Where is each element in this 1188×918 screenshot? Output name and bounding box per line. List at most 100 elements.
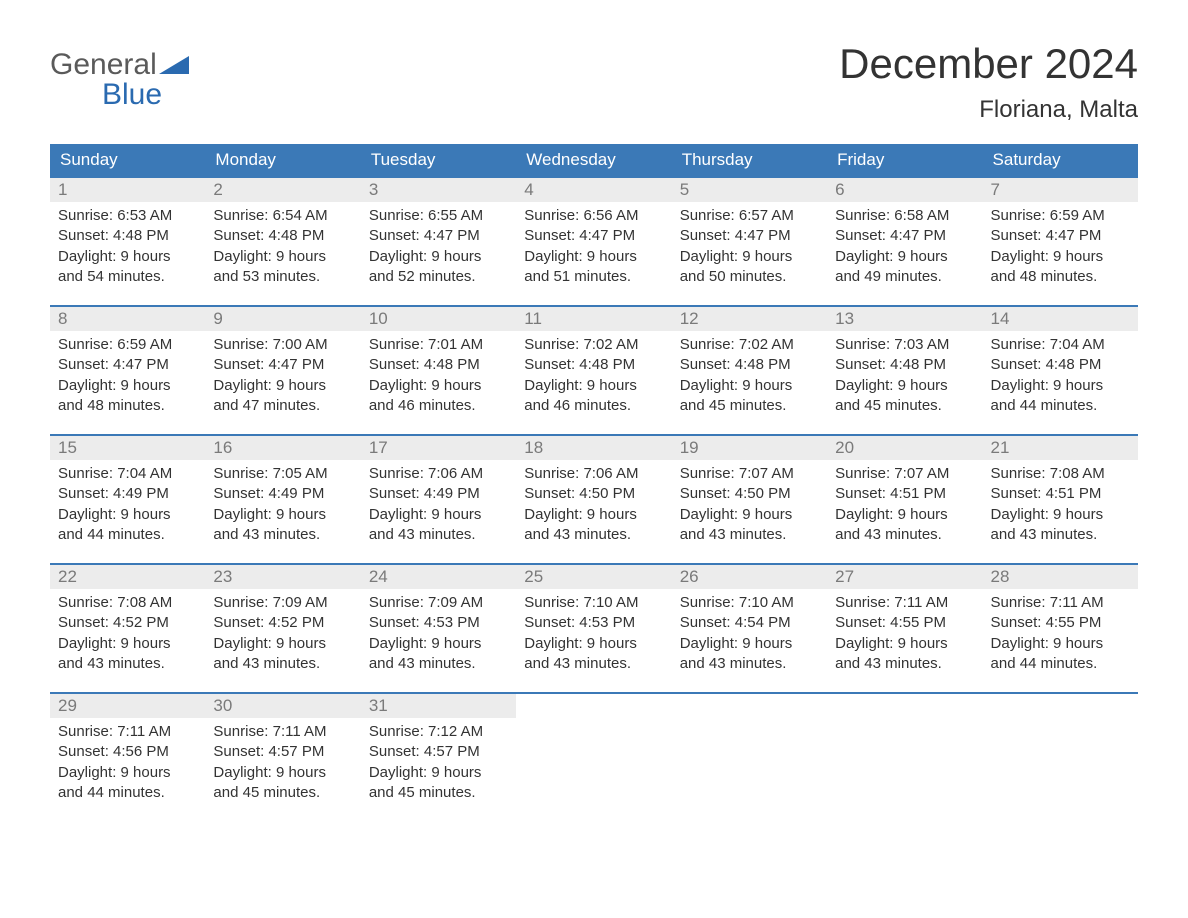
sunrise-line: Sunrise: 7:07 AM (680, 464, 819, 484)
day-content: Sunrise: 7:01 AMSunset: 4:48 PMDaylight:… (361, 331, 516, 420)
day-content: Sunrise: 7:11 AMSunset: 4:57 PMDaylight:… (205, 718, 360, 807)
weekday-header: Wednesday (516, 144, 671, 176)
sunrise-line: Sunrise: 7:10 AM (524, 593, 663, 613)
weekday-header-row: SundayMondayTuesdayWednesdayThursdayFrid… (50, 144, 1138, 176)
sunset-line: Sunset: 4:48 PM (680, 355, 819, 375)
day-content: Sunrise: 7:05 AMSunset: 4:49 PMDaylight:… (205, 460, 360, 549)
daylight-line-1: Daylight: 9 hours (213, 376, 352, 396)
daylight-line-1: Daylight: 9 hours (369, 505, 508, 525)
day-cell: 14Sunrise: 7:04 AMSunset: 4:48 PMDayligh… (983, 307, 1138, 420)
empty-day-cell (983, 694, 1138, 807)
day-content: Sunrise: 7:11 AMSunset: 4:55 PMDaylight:… (983, 589, 1138, 678)
day-content: Sunrise: 7:11 AMSunset: 4:55 PMDaylight:… (827, 589, 982, 678)
logo-word-general: General (50, 50, 157, 80)
sunset-line: Sunset: 4:48 PM (524, 355, 663, 375)
daylight-line-1: Daylight: 9 hours (524, 247, 663, 267)
daylight-line-2: and 44 minutes. (991, 654, 1130, 674)
week-row: 15Sunrise: 7:04 AMSunset: 4:49 PMDayligh… (50, 434, 1138, 549)
sunrise-line: Sunrise: 7:00 AM (213, 335, 352, 355)
daylight-line-1: Daylight: 9 hours (991, 247, 1130, 267)
day-cell: 6Sunrise: 6:58 AMSunset: 4:47 PMDaylight… (827, 178, 982, 291)
day-number: 7 (983, 178, 1138, 202)
page-title: December 2024 (839, 40, 1138, 88)
daylight-line-1: Daylight: 9 hours (58, 634, 197, 654)
sunset-line: Sunset: 4:47 PM (680, 226, 819, 246)
sunrise-line: Sunrise: 6:59 AM (58, 335, 197, 355)
logo-triangle-icon (159, 50, 189, 80)
daylight-line-1: Daylight: 9 hours (213, 247, 352, 267)
sunrise-line: Sunrise: 6:57 AM (680, 206, 819, 226)
sunset-line: Sunset: 4:50 PM (680, 484, 819, 504)
sunset-line: Sunset: 4:47 PM (524, 226, 663, 246)
day-content: Sunrise: 6:54 AMSunset: 4:48 PMDaylight:… (205, 202, 360, 291)
day-content: Sunrise: 7:06 AMSunset: 4:49 PMDaylight:… (361, 460, 516, 549)
day-content: Sunrise: 6:56 AMSunset: 4:47 PMDaylight:… (516, 202, 671, 291)
day-content: Sunrise: 7:10 AMSunset: 4:53 PMDaylight:… (516, 589, 671, 678)
day-number: 16 (205, 436, 360, 460)
daylight-line-2: and 46 minutes. (524, 396, 663, 416)
day-cell: 10Sunrise: 7:01 AMSunset: 4:48 PMDayligh… (361, 307, 516, 420)
day-content: Sunrise: 7:10 AMSunset: 4:54 PMDaylight:… (672, 589, 827, 678)
daylight-line-2: and 46 minutes. (369, 396, 508, 416)
weekday-header: Tuesday (361, 144, 516, 176)
sunrise-line: Sunrise: 7:10 AM (680, 593, 819, 613)
day-cell: 20Sunrise: 7:07 AMSunset: 4:51 PMDayligh… (827, 436, 982, 549)
logo: General Blue (50, 50, 189, 110)
day-number: 24 (361, 565, 516, 589)
daylight-line-2: and 45 minutes. (213, 783, 352, 803)
day-content: Sunrise: 7:06 AMSunset: 4:50 PMDaylight:… (516, 460, 671, 549)
week-row: 8Sunrise: 6:59 AMSunset: 4:47 PMDaylight… (50, 305, 1138, 420)
sunset-line: Sunset: 4:51 PM (991, 484, 1130, 504)
header: General Blue December 2024 Floriana, Mal… (50, 40, 1138, 124)
day-cell: 25Sunrise: 7:10 AMSunset: 4:53 PMDayligh… (516, 565, 671, 678)
day-cell: 28Sunrise: 7:11 AMSunset: 4:55 PMDayligh… (983, 565, 1138, 678)
sunset-line: Sunset: 4:56 PM (58, 742, 197, 762)
sunrise-line: Sunrise: 7:06 AM (369, 464, 508, 484)
daylight-line-2: and 44 minutes. (58, 525, 197, 545)
day-cell: 23Sunrise: 7:09 AMSunset: 4:52 PMDayligh… (205, 565, 360, 678)
sunrise-line: Sunrise: 7:02 AM (680, 335, 819, 355)
day-content: Sunrise: 6:53 AMSunset: 4:48 PMDaylight:… (50, 202, 205, 291)
sunset-line: Sunset: 4:54 PM (680, 613, 819, 633)
daylight-line-2: and 43 minutes. (213, 525, 352, 545)
sunset-line: Sunset: 4:53 PM (369, 613, 508, 633)
day-content: Sunrise: 7:07 AMSunset: 4:51 PMDaylight:… (827, 460, 982, 549)
day-number: 26 (672, 565, 827, 589)
day-content: Sunrise: 7:11 AMSunset: 4:56 PMDaylight:… (50, 718, 205, 807)
daylight-line-2: and 43 minutes. (680, 654, 819, 674)
daylight-line-1: Daylight: 9 hours (991, 505, 1130, 525)
day-cell: 3Sunrise: 6:55 AMSunset: 4:47 PMDaylight… (361, 178, 516, 291)
day-number: 30 (205, 694, 360, 718)
sunrise-line: Sunrise: 6:54 AM (213, 206, 352, 226)
daylight-line-2: and 50 minutes. (680, 267, 819, 287)
sunset-line: Sunset: 4:51 PM (835, 484, 974, 504)
day-cell: 2Sunrise: 6:54 AMSunset: 4:48 PMDaylight… (205, 178, 360, 291)
sunset-line: Sunset: 4:48 PM (991, 355, 1130, 375)
week-row: 1Sunrise: 6:53 AMSunset: 4:48 PMDaylight… (50, 176, 1138, 291)
day-number: 13 (827, 307, 982, 331)
day-cell: 15Sunrise: 7:04 AMSunset: 4:49 PMDayligh… (50, 436, 205, 549)
day-cell: 13Sunrise: 7:03 AMSunset: 4:48 PMDayligh… (827, 307, 982, 420)
page-subtitle: Floriana, Malta (839, 96, 1138, 124)
day-number: 25 (516, 565, 671, 589)
sunset-line: Sunset: 4:53 PM (524, 613, 663, 633)
day-number: 27 (827, 565, 982, 589)
day-number: 19 (672, 436, 827, 460)
daylight-line-2: and 48 minutes. (58, 396, 197, 416)
daylight-line-1: Daylight: 9 hours (991, 634, 1130, 654)
daylight-line-1: Daylight: 9 hours (369, 763, 508, 783)
sunset-line: Sunset: 4:55 PM (991, 613, 1130, 633)
sunrise-line: Sunrise: 7:08 AM (991, 464, 1130, 484)
daylight-line-1: Daylight: 9 hours (58, 763, 197, 783)
daylight-line-1: Daylight: 9 hours (58, 376, 197, 396)
day-cell: 7Sunrise: 6:59 AMSunset: 4:47 PMDaylight… (983, 178, 1138, 291)
sunset-line: Sunset: 4:47 PM (58, 355, 197, 375)
daylight-line-1: Daylight: 9 hours (991, 376, 1130, 396)
week-row: 29Sunrise: 7:11 AMSunset: 4:56 PMDayligh… (50, 692, 1138, 807)
weekday-header: Monday (205, 144, 360, 176)
sunrise-line: Sunrise: 7:12 AM (369, 722, 508, 742)
day-cell: 4Sunrise: 6:56 AMSunset: 4:47 PMDaylight… (516, 178, 671, 291)
day-cell: 9Sunrise: 7:00 AMSunset: 4:47 PMDaylight… (205, 307, 360, 420)
sunrise-line: Sunrise: 7:03 AM (835, 335, 974, 355)
day-content: Sunrise: 7:08 AMSunset: 4:51 PMDaylight:… (983, 460, 1138, 549)
